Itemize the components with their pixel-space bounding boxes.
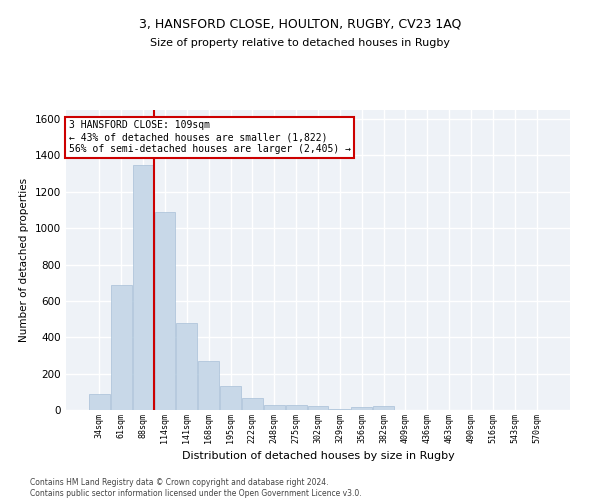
Text: Size of property relative to detached houses in Rugby: Size of property relative to detached ho… xyxy=(150,38,450,48)
Bar xyxy=(198,361,219,410)
Bar xyxy=(111,285,131,410)
Text: 3, HANSFORD CLOSE, HOULTON, RUGBY, CV23 1AQ: 3, HANSFORD CLOSE, HOULTON, RUGBY, CV23 … xyxy=(139,18,461,30)
Bar xyxy=(329,409,350,410)
Bar xyxy=(352,406,372,410)
Bar xyxy=(308,406,328,410)
Bar xyxy=(133,164,154,410)
Bar xyxy=(155,212,175,410)
Bar xyxy=(89,394,110,410)
Text: Contains HM Land Registry data © Crown copyright and database right 2024.
Contai: Contains HM Land Registry data © Crown c… xyxy=(30,478,362,498)
Bar xyxy=(176,322,197,410)
Y-axis label: Number of detached properties: Number of detached properties xyxy=(19,178,29,342)
Text: 3 HANSFORD CLOSE: 109sqm
← 43% of detached houses are smaller (1,822)
56% of sem: 3 HANSFORD CLOSE: 109sqm ← 43% of detach… xyxy=(68,120,350,154)
X-axis label: Distribution of detached houses by size in Rugby: Distribution of detached houses by size … xyxy=(182,451,454,461)
Bar xyxy=(242,398,263,410)
Bar xyxy=(373,406,394,410)
Bar xyxy=(264,405,284,410)
Bar xyxy=(220,386,241,410)
Bar xyxy=(286,404,307,410)
